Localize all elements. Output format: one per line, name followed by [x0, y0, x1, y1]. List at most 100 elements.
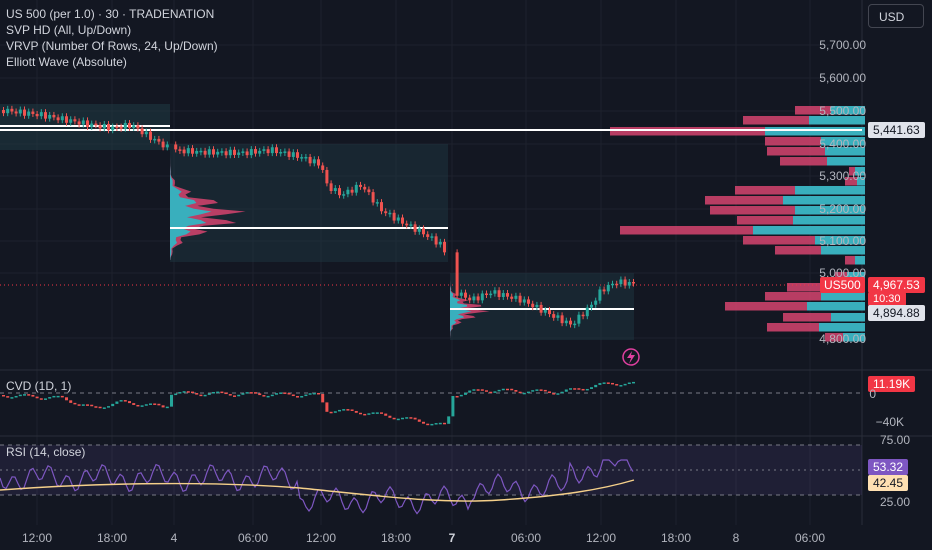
candle-body	[73, 119, 77, 122]
cvd-candle	[417, 419, 421, 422]
cvd-candle	[611, 382, 614, 385]
cvd-candle	[65, 397, 68, 401]
volume-profile-bar	[827, 157, 865, 166]
cvd-candle	[552, 393, 556, 395]
volume-profile-bar	[819, 323, 865, 332]
candle-body	[367, 189, 371, 193]
candle-body	[56, 117, 60, 121]
candle-body	[224, 151, 228, 156]
candle-body	[216, 151, 220, 155]
candle-body	[464, 292, 467, 298]
cvd-candle	[627, 382, 631, 384]
cvd-candle	[111, 403, 115, 407]
rsi-ma-line	[0, 479, 635, 502]
cvd-candle	[23, 394, 26, 396]
price-axis-label: 5,600.00	[819, 71, 866, 85]
volume-profile-bar	[793, 216, 865, 225]
volume-profile-bar	[743, 236, 865, 245]
cvd-candle	[287, 392, 291, 395]
candle-body	[430, 236, 434, 238]
vrvp-legend[interactable]: VRVP (Number Of Rows, 24, Up/Down)	[6, 39, 218, 53]
cvd-candle	[144, 404, 148, 406]
candle-body	[375, 202, 379, 204]
price-axis-label: 5,400.00	[819, 137, 866, 151]
volume-profile-bar	[783, 196, 865, 205]
cvd-candle	[438, 422, 442, 425]
svp-legend[interactable]: SVP HD (All, Up/Down)	[6, 23, 132, 37]
cvd-candle	[464, 392, 467, 395]
cvd-candle	[199, 394, 203, 397]
cvd-candle	[539, 389, 543, 391]
candle-body	[476, 296, 480, 301]
cvd-candle	[548, 391, 551, 394]
cvd-candle	[426, 423, 430, 426]
cvd-candle	[556, 393, 560, 395]
candle-body	[459, 292, 463, 296]
cvd-candle	[153, 403, 157, 405]
cvd-candle	[228, 394, 232, 396]
cvd-candle	[203, 394, 207, 397]
candle-body	[312, 159, 316, 164]
price-axis-label: 5,200.00	[819, 202, 866, 216]
volume-profile-bar	[855, 256, 865, 265]
candle-body	[489, 293, 493, 296]
volume-profile-bar	[821, 137, 865, 146]
rsi-label[interactable]: RSI (14, close)	[6, 445, 86, 459]
cvd-candle	[543, 389, 547, 392]
cvd-candle	[451, 395, 455, 417]
level-tag-low: 4,894.88	[868, 305, 925, 321]
price-axis-label: 5,300.00	[819, 169, 866, 183]
cvd-candle	[86, 404, 89, 406]
candle-body	[249, 149, 253, 156]
candle-body	[501, 293, 505, 297]
candle-body	[510, 296, 514, 299]
cvd-candle	[506, 388, 509, 391]
cvd-candle	[443, 422, 446, 425]
volume-profile-bar	[809, 116, 865, 125]
cvd-candle	[531, 390, 535, 392]
cvd-candle	[119, 400, 123, 402]
cvd-label[interactable]: CVD (1D, 1)	[6, 379, 72, 393]
cvd-candle	[157, 403, 161, 406]
candle-body	[443, 241, 446, 253]
volume-profile-bar	[765, 127, 865, 136]
candle-body	[115, 126, 119, 129]
candle-body	[632, 281, 635, 284]
candle-body	[233, 149, 236, 155]
cvd-candle	[161, 405, 165, 408]
cvd-candle	[233, 395, 236, 397]
candle-body	[329, 183, 333, 191]
symbol-legend[interactable]: US 500 (per 1.0) · 30 · TRADENATION	[6, 7, 215, 21]
candle-body	[270, 147, 274, 154]
cvd-candle	[136, 404, 140, 407]
cvd-candle	[123, 400, 127, 402]
cvd-candle	[258, 393, 262, 396]
rsi-value-tag: 53.32	[868, 459, 909, 475]
candle-body	[136, 125, 140, 129]
symbol-price-tag: US500	[820, 277, 865, 293]
currency-button[interactable]: USD	[868, 4, 924, 28]
cvd-candle	[371, 412, 375, 414]
volume-profile-bar	[857, 177, 865, 186]
candle-body	[119, 126, 123, 129]
time-axis-label: 12:00	[21, 531, 53, 545]
cvd-candle	[220, 391, 224, 394]
candle-body	[627, 281, 631, 286]
candle-body	[31, 111, 35, 114]
candle-body	[623, 279, 627, 286]
candle-body	[438, 241, 442, 245]
candle-body	[611, 283, 614, 286]
candle-body	[258, 150, 262, 154]
cvd-candle	[283, 392, 287, 394]
cvd-candle	[346, 409, 350, 411]
candle-body	[60, 116, 64, 121]
cvd-candle	[564, 389, 568, 392]
volume-profile-bar	[831, 106, 865, 115]
cvd-candle	[81, 404, 85, 406]
cvd-candle	[619, 385, 623, 387]
elliott-legend[interactable]: Elliott Wave (Absolute)	[6, 55, 127, 69]
cvd-candle	[317, 392, 320, 395]
candle-body	[363, 186, 367, 190]
cvd-candle	[237, 394, 241, 397]
